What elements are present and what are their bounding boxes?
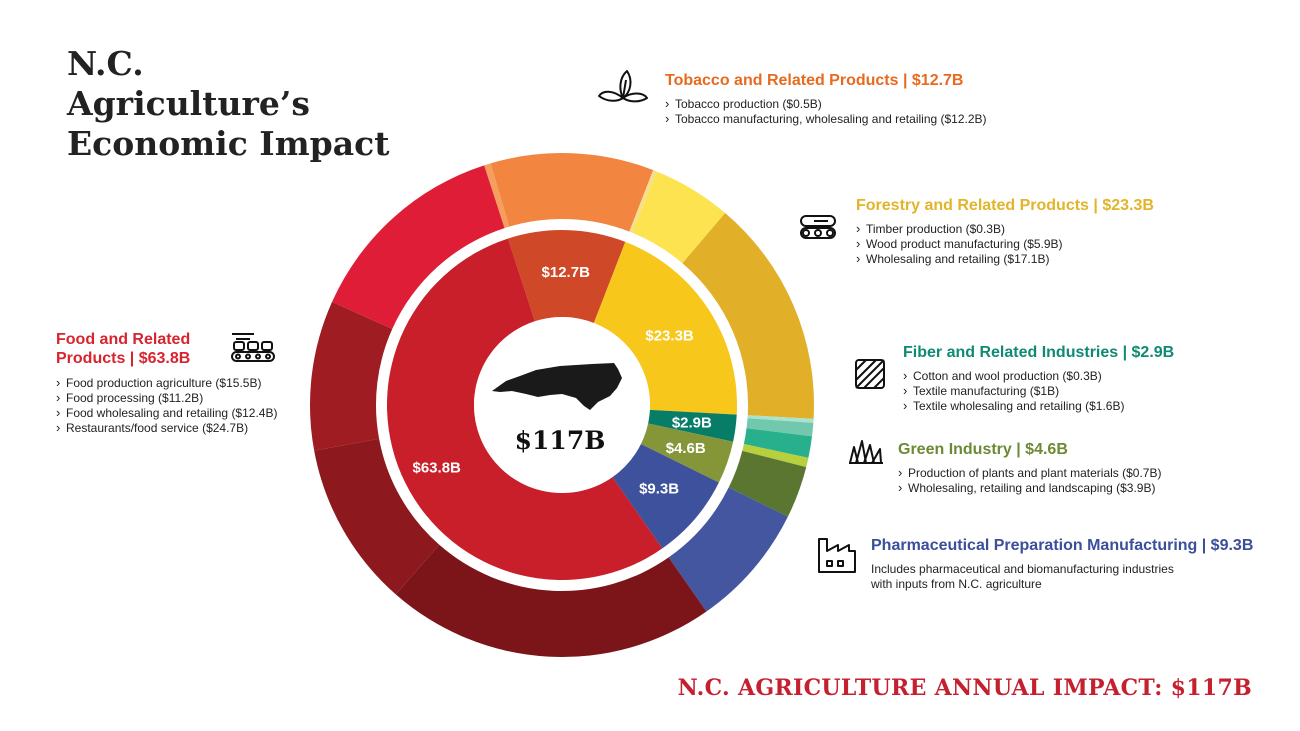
slice-labels: $12.7B $23.3B $2.9B $4.6B $9.3B $63.8B bbox=[413, 264, 713, 497]
food-title-line-1: Food and Related bbox=[56, 331, 191, 348]
list-item: Food production agriculture ($15.5B) bbox=[56, 375, 277, 391]
outer-slice-10 bbox=[668, 487, 788, 612]
outer-slice-1 bbox=[490, 153, 654, 232]
conveyor-icon bbox=[231, 333, 275, 362]
slice-label-2: $2.9B bbox=[672, 414, 712, 431]
north-carolina-map-icon bbox=[492, 363, 622, 410]
list-item: Textile manufacturing ($1B) bbox=[903, 383, 1174, 399]
inner-slice-3 bbox=[640, 423, 734, 483]
outer-slice-2 bbox=[629, 170, 657, 233]
fiber-block: Fiber and Related Industries | $2.9B Cot… bbox=[903, 343, 1174, 414]
list-item: Cotton and wool production ($0.3B) bbox=[903, 368, 1174, 384]
list-item: Wood product manufacturing ($5.9B) bbox=[856, 236, 1154, 252]
pharma-desc-line-1: Includes pharmaceutical and biomanufactu… bbox=[871, 562, 1174, 576]
factory-icon bbox=[818, 538, 856, 573]
green-block: Green Industry | $4.6B Production of pla… bbox=[898, 440, 1161, 496]
list-item: Production of plants and plant materials… bbox=[898, 465, 1161, 481]
inner-slice-4 bbox=[612, 443, 719, 549]
outer-slice-5 bbox=[747, 415, 814, 423]
fiber-list: Cotton and wool production ($0.3B) Texti… bbox=[903, 368, 1174, 414]
forestry-list: Timber production ($0.3B) Wood product m… bbox=[856, 221, 1154, 267]
grass-icon bbox=[849, 440, 883, 464]
center-total: $117B bbox=[515, 426, 606, 455]
list-item: Food processing ($11.2B) bbox=[56, 390, 277, 406]
title-line-2: Economic Impact bbox=[67, 124, 390, 163]
tobacco-block: Tobacco and Related Products | $12.7B To… bbox=[665, 71, 987, 127]
inner-ring bbox=[386, 230, 738, 580]
inner-slice-1 bbox=[593, 241, 738, 415]
inner-slice-5 bbox=[386, 238, 663, 580]
slice-label-5: $63.8B bbox=[413, 459, 462, 476]
footer-total: N.C. AGRICULTURE ANNUAL IMPACT: $117B bbox=[677, 675, 1252, 701]
outer-slice-6 bbox=[746, 418, 814, 437]
green-title: Green Industry | $4.6B bbox=[898, 441, 1068, 458]
pharma-block: Pharmaceutical Preparation Manufacturing… bbox=[871, 536, 1253, 592]
inner-slice-2 bbox=[648, 409, 737, 442]
page-title: N.C. Agriculture’s Economic Impact bbox=[67, 44, 397, 164]
list-item: Timber production ($0.3B) bbox=[856, 221, 1154, 237]
outer-slice-11 bbox=[395, 544, 707, 657]
center-hole bbox=[474, 317, 650, 493]
outer-slice-4 bbox=[682, 212, 814, 419]
logs-icon bbox=[800, 215, 836, 239]
food-list: Food production agriculture ($15.5B) Foo… bbox=[56, 375, 277, 436]
food-block: Food and Related Products | $63.8B Food … bbox=[56, 330, 277, 436]
slice-label-4: $9.3B bbox=[639, 480, 679, 497]
list-item: Restaurants/food service ($24.7B) bbox=[56, 420, 277, 436]
fiber-title: Fiber and Related Industries | $2.9B bbox=[903, 344, 1175, 361]
fiber-icon bbox=[855, 359, 885, 389]
forestry-title: Forestry and Related Products | $23.3B bbox=[856, 197, 1154, 214]
outer-slice-0 bbox=[484, 163, 510, 229]
green-list: Production of plants and plant materials… bbox=[898, 465, 1161, 496]
list-item: Tobacco manufacturing, wholesaling and r… bbox=[665, 111, 987, 127]
outer-slice-9 bbox=[728, 450, 807, 517]
list-item: Tobacco production ($0.5B) bbox=[665, 96, 987, 112]
outer-slice-13 bbox=[310, 301, 393, 451]
tobacco-leaf-icon bbox=[598, 70, 648, 103]
slice-label-0: $12.7B bbox=[542, 264, 591, 281]
outer-slice-14 bbox=[332, 165, 505, 329]
forestry-block: Forestry and Related Products | $23.3B T… bbox=[856, 196, 1154, 267]
pharma-desc-line-2: with inputs from N.C. agriculture bbox=[871, 577, 1042, 591]
list-item: Wholesaling, retailing and landscaping (… bbox=[898, 480, 1161, 496]
slice-label-1: $23.3B bbox=[645, 328, 694, 345]
tobacco-title: Tobacco and Related Products | $12.7B bbox=[665, 72, 964, 89]
list-item: Food wholesaling and retailing ($12.4B) bbox=[56, 405, 277, 421]
food-title-line-2: Products | $63.8B bbox=[56, 350, 191, 367]
inner-slice-0 bbox=[507, 230, 626, 323]
tobacco-list: Tobacco production ($0.5B) Tobacco manuf… bbox=[665, 96, 987, 127]
outer-slice-7 bbox=[743, 428, 813, 458]
outer-slice-3 bbox=[632, 171, 726, 264]
outer-slice-12 bbox=[314, 438, 440, 595]
title-line-1: N.C. Agriculture’s bbox=[67, 44, 310, 123]
list-item: Wholesaling and retailing ($17.1B) bbox=[856, 251, 1154, 267]
slice-label-3: $4.6B bbox=[666, 440, 706, 457]
food-title: Food and Related Products | $63.8B bbox=[56, 330, 277, 368]
list-item: Textile wholesaling and retailing ($1.6B… bbox=[903, 398, 1174, 414]
outer-slice-8 bbox=[742, 443, 809, 468]
pharma-title: Pharmaceutical Preparation Manufacturing… bbox=[871, 537, 1254, 554]
outer-ring bbox=[310, 153, 814, 657]
